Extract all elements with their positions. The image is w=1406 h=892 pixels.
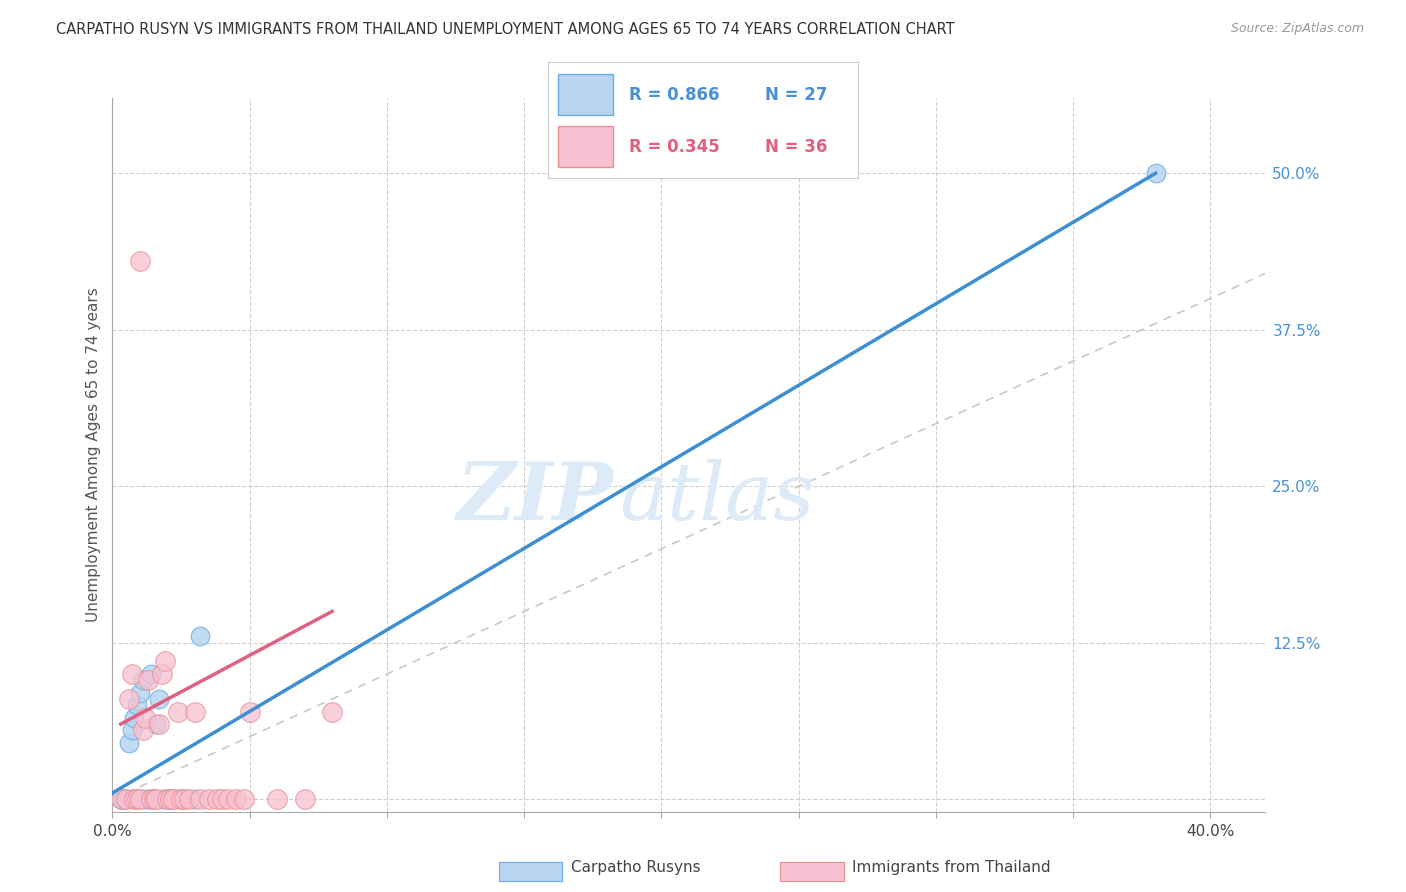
Point bbox=[321, 705, 343, 719]
Point bbox=[110, 792, 132, 806]
Point bbox=[150, 792, 173, 806]
Point bbox=[129, 792, 152, 806]
Point bbox=[156, 792, 179, 806]
Point bbox=[159, 792, 181, 806]
Point bbox=[197, 792, 219, 806]
Text: ZIP: ZIP bbox=[457, 459, 614, 536]
Point bbox=[136, 792, 159, 806]
Point bbox=[148, 692, 170, 706]
Point bbox=[162, 792, 184, 806]
Point bbox=[136, 673, 159, 688]
Point bbox=[188, 792, 211, 806]
Point bbox=[179, 792, 201, 806]
Point bbox=[134, 792, 156, 806]
Point bbox=[115, 792, 138, 806]
Text: Immigrants from Thailand: Immigrants from Thailand bbox=[852, 860, 1050, 874]
Point bbox=[148, 717, 170, 731]
Point bbox=[134, 711, 156, 725]
Point bbox=[205, 792, 228, 806]
Point bbox=[217, 792, 239, 806]
Point bbox=[139, 792, 162, 806]
Text: R = 0.866: R = 0.866 bbox=[628, 86, 720, 103]
FancyBboxPatch shape bbox=[558, 126, 613, 167]
Point bbox=[118, 692, 141, 706]
Point bbox=[131, 723, 153, 738]
Point bbox=[139, 667, 162, 681]
Point bbox=[153, 655, 176, 669]
Text: N = 27: N = 27 bbox=[765, 86, 827, 103]
Point bbox=[129, 792, 152, 806]
Point bbox=[184, 792, 207, 806]
Point bbox=[121, 723, 143, 738]
Point bbox=[156, 792, 179, 806]
Point bbox=[110, 792, 132, 806]
Point bbox=[145, 792, 167, 806]
Point bbox=[170, 792, 193, 806]
Point bbox=[121, 667, 143, 681]
Point bbox=[142, 792, 165, 806]
Point bbox=[294, 792, 316, 806]
Point bbox=[150, 667, 173, 681]
Text: Carpatho Rusyns: Carpatho Rusyns bbox=[571, 860, 700, 874]
Point bbox=[170, 792, 193, 806]
Point bbox=[142, 792, 165, 806]
Point bbox=[127, 792, 149, 806]
Point bbox=[233, 792, 256, 806]
Text: N = 36: N = 36 bbox=[765, 138, 827, 156]
Point bbox=[167, 792, 190, 806]
Point bbox=[167, 705, 190, 719]
Text: atlas: atlas bbox=[620, 459, 815, 536]
Point bbox=[211, 792, 233, 806]
Point bbox=[131, 673, 153, 688]
Point bbox=[129, 686, 152, 700]
Point bbox=[225, 792, 247, 806]
Y-axis label: Unemployment Among Ages 65 to 74 years: Unemployment Among Ages 65 to 74 years bbox=[86, 287, 101, 623]
Point bbox=[110, 792, 132, 806]
Point bbox=[184, 705, 207, 719]
Point bbox=[118, 736, 141, 750]
Point bbox=[124, 792, 146, 806]
Point bbox=[115, 792, 138, 806]
Point bbox=[239, 705, 262, 719]
Point bbox=[145, 717, 167, 731]
Text: R = 0.345: R = 0.345 bbox=[628, 138, 720, 156]
FancyBboxPatch shape bbox=[558, 74, 613, 114]
Point bbox=[129, 253, 152, 268]
Point bbox=[173, 792, 195, 806]
Point bbox=[266, 792, 288, 806]
Point bbox=[162, 792, 184, 806]
Point bbox=[124, 711, 146, 725]
Point bbox=[188, 630, 211, 644]
Text: Source: ZipAtlas.com: Source: ZipAtlas.com bbox=[1230, 22, 1364, 36]
Point bbox=[112, 792, 135, 806]
Point bbox=[127, 698, 149, 713]
Point bbox=[1144, 166, 1167, 180]
Point bbox=[124, 792, 146, 806]
Text: CARPATHO RUSYN VS IMMIGRANTS FROM THAILAND UNEMPLOYMENT AMONG AGES 65 TO 74 YEAR: CARPATHO RUSYN VS IMMIGRANTS FROM THAILA… bbox=[56, 22, 955, 37]
Point bbox=[176, 792, 198, 806]
